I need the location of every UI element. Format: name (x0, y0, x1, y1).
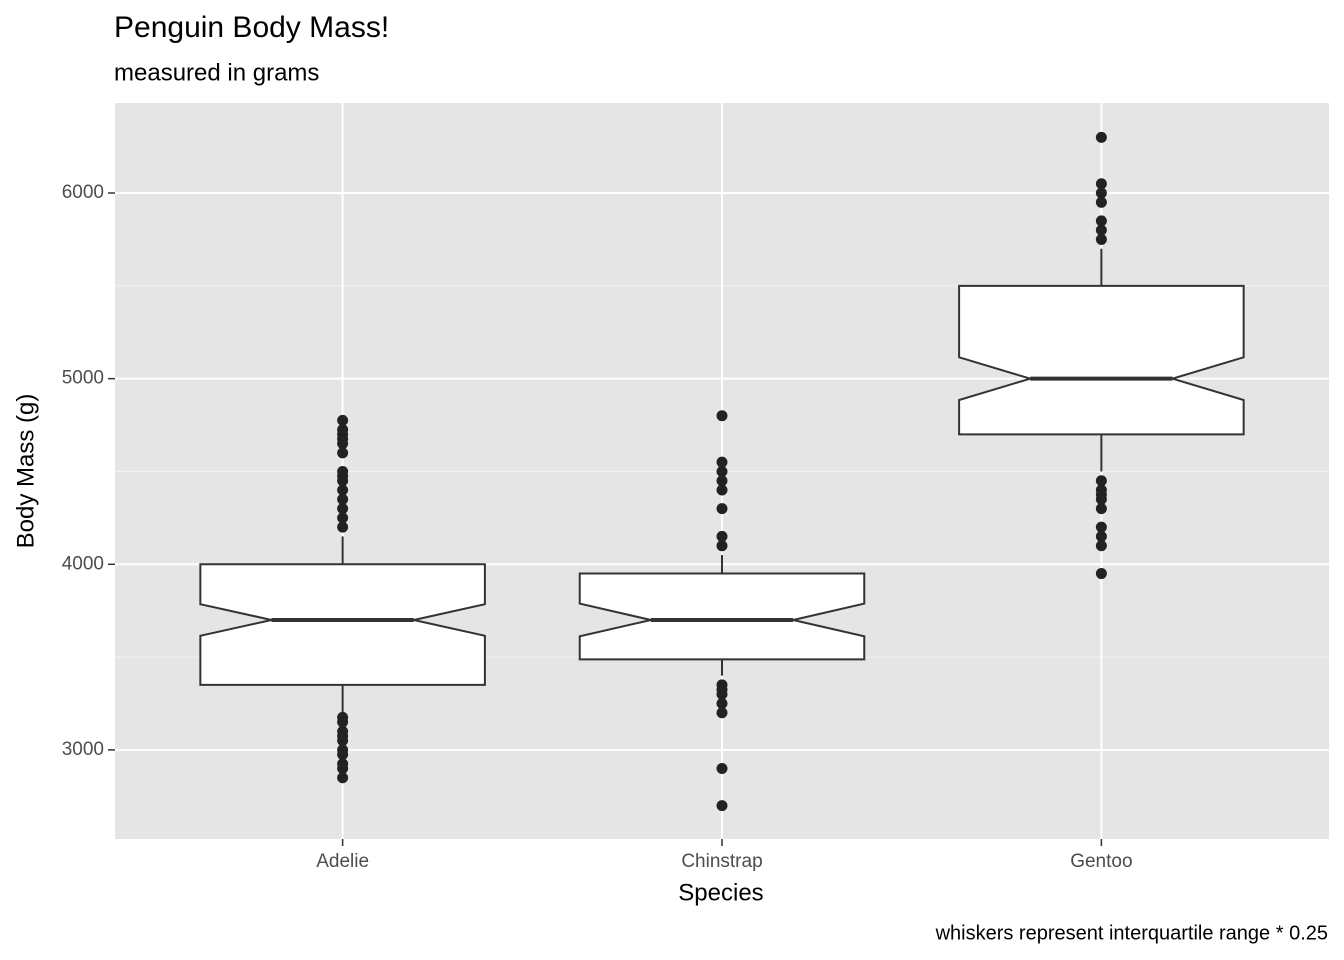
box (578, 572, 866, 661)
outlier (716, 410, 728, 422)
outlier (1095, 568, 1107, 580)
outlier (716, 456, 728, 468)
outlier (337, 735, 349, 747)
outlier (1095, 521, 1107, 533)
outlier (337, 512, 349, 524)
y-tick-label: 6000 (62, 182, 104, 203)
outlier (337, 493, 349, 505)
y-axis-title: Body Mass (g) (12, 394, 39, 549)
outlier (716, 503, 728, 515)
outlier (1095, 215, 1107, 227)
outlier (337, 772, 349, 784)
x-tick-label: Chinstrap (681, 851, 762, 872)
outlier (1095, 503, 1107, 515)
outlier (716, 800, 728, 812)
outlier (1095, 178, 1107, 190)
x-axis-title: Species (678, 879, 763, 906)
box (958, 284, 1245, 436)
outlier (716, 688, 728, 700)
box (199, 563, 486, 686)
outlier (337, 475, 349, 487)
outlier (337, 438, 349, 450)
outlier (337, 716, 349, 728)
outlier (337, 749, 349, 761)
outlier (337, 503, 349, 515)
y-tick-label: 4000 (62, 553, 104, 574)
outlier (1095, 540, 1107, 552)
outlier (1095, 196, 1107, 208)
outlier (1095, 187, 1107, 199)
outlier (716, 465, 728, 477)
outlier (1095, 493, 1107, 505)
outlier (337, 484, 349, 496)
outlier (337, 762, 349, 774)
outlier (716, 530, 728, 542)
chart-subtitle: measured in grams (114, 59, 319, 86)
chart-title: Penguin Body Mass! (114, 11, 389, 44)
outlier (337, 521, 349, 533)
outlier (716, 540, 728, 552)
outlier (716, 484, 728, 496)
x-tick-label: Gentoo (1070, 851, 1132, 872)
outlier (1095, 233, 1107, 245)
y-tick-label: 3000 (62, 739, 104, 760)
outlier (1095, 224, 1107, 236)
outlier (1095, 530, 1107, 542)
y-tick-label: 5000 (62, 368, 104, 389)
outlier (716, 707, 728, 719)
caption: whiskers represent interquartile range *… (935, 922, 1328, 944)
x-tick-label: Adelie (316, 851, 369, 872)
outlier (716, 762, 728, 774)
outlier (716, 475, 728, 487)
outlier (337, 414, 349, 426)
outlier (1095, 475, 1107, 487)
outlier (716, 697, 728, 709)
outlier (1095, 131, 1107, 143)
outlier (337, 447, 349, 459)
